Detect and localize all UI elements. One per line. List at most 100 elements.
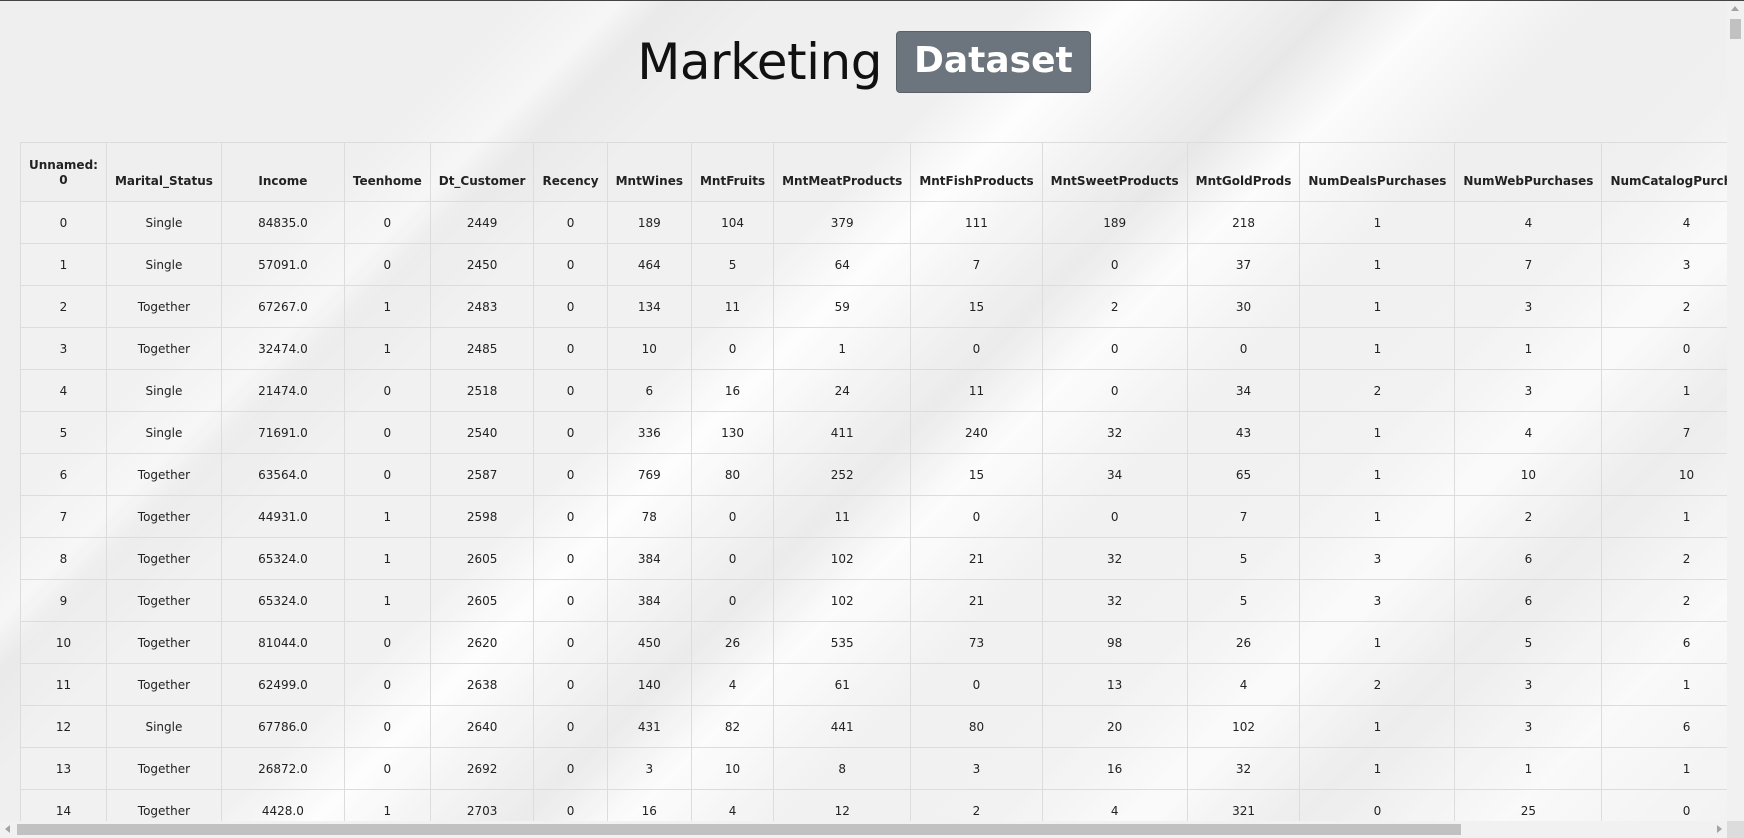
table-cell: 1 <box>343 579 431 622</box>
table-row: 11 Together 62499.0 0 2638 0 140 4 61 0 13 4 2 3 1 <box>20 663 1727 706</box>
table-cell: 12 <box>20 705 107 748</box>
chevron-right-icon[interactable] <box>1717 825 1722 833</box>
table-cell: 2 <box>1601 579 1727 622</box>
table-cell: 11 <box>690 285 775 328</box>
table-cell: 0 <box>533 663 608 706</box>
table-cell: 464 <box>606 243 692 286</box>
table-cell: 0 <box>533 327 608 370</box>
table-cell: Together <box>105 327 222 370</box>
table-cell: 104 <box>690 201 775 244</box>
table-cell: 0 <box>343 663 431 706</box>
table-cell: 3 <box>1454 285 1603 328</box>
table-cell: Together <box>105 537 222 580</box>
table-cell: 0 <box>533 453 608 496</box>
table-cell: 16 <box>1041 747 1188 790</box>
table-cell: 0 <box>1601 327 1727 370</box>
table-cell: 0 <box>1186 327 1301 370</box>
table-cell: 61 <box>773 663 912 706</box>
table-cell: 6 <box>1601 705 1727 748</box>
table-cell: 64 <box>773 243 912 286</box>
table-cell: 2 <box>910 789 1043 821</box>
table-cell: 411 <box>773 411 912 454</box>
table-cell: 3 <box>606 747 692 790</box>
table-cell: 0 <box>533 285 608 328</box>
table-cell: 2620 <box>429 621 535 664</box>
table-body: 0 Single 84835.0 0 2449 0 189 104 379 111 189 218 1 4… <box>20 201 1727 821</box>
table-cell: 102 <box>1186 705 1301 748</box>
table-cell: 7 <box>20 495 107 538</box>
table-cell: 4428.0 <box>220 789 345 821</box>
table-cell: 20 <box>1041 705 1188 748</box>
table-cell: 140 <box>606 663 692 706</box>
table-cell: 0 <box>533 621 608 664</box>
column-header: MntSweetProducts <box>1041 142 1188 202</box>
table-row: 14 Together 4428.0 1 2703 0 16 4 12 2 4 321 0 25 0 <box>20 789 1727 821</box>
table-header-row: Unnamed: 0 Marital_Status Income Teenhome Dt… <box>20 142 1727 202</box>
table-row: 7 Together 44931.0 1 2598 0 78 0 11 0 0 7 1 2 1 <box>20 495 1727 538</box>
table-cell: 32 <box>1041 537 1188 580</box>
table-cell: 6 <box>1454 579 1603 622</box>
table-cell: 2483 <box>429 285 535 328</box>
table-cell: 5 <box>1454 621 1603 664</box>
table-cell: 102 <box>773 537 912 580</box>
table-cell: 2518 <box>429 369 535 412</box>
column-header: Unnamed: 0 <box>20 142 107 202</box>
column-header: NumCatalogPurchases <box>1601 142 1727 202</box>
table-cell: 1 <box>1299 201 1456 244</box>
table-viewport[interactable]: Unnamed: 0 Marital_Status Income Teenhome Dt… <box>20 142 1727 821</box>
table-cell: 102 <box>773 579 912 622</box>
table-cell: 10 <box>1601 453 1727 496</box>
table-cell: 63564.0 <box>220 453 345 496</box>
table-cell: 81044.0 <box>220 621 345 664</box>
column-header: NumDealsPurchases <box>1299 142 1456 202</box>
table-cell: 1 <box>1299 411 1456 454</box>
table-cell: 37 <box>1186 243 1301 286</box>
table-cell: 7 <box>910 243 1043 286</box>
table-cell: 0 <box>690 579 775 622</box>
table-cell: 4 <box>1186 663 1301 706</box>
table-cell: 2450 <box>429 243 535 286</box>
table-cell: 15 <box>910 285 1043 328</box>
table-cell: 0 <box>1041 243 1188 286</box>
table-cell: 218 <box>1186 201 1301 244</box>
table-cell: 0 <box>533 789 608 821</box>
table-cell: 535 <box>773 621 912 664</box>
table-cell: 0 <box>20 201 107 244</box>
table-cell: 134 <box>606 285 692 328</box>
table-cell: 1 <box>343 495 431 538</box>
table-cell: 0 <box>533 411 608 454</box>
table-row: 1 Single 57091.0 0 2450 0 464 5 64 7 0 37 1 7 3 <box>20 243 1727 286</box>
table-cell: 12 <box>773 789 912 821</box>
table-cell: 1 <box>343 285 431 328</box>
table-cell: 43 <box>1186 411 1301 454</box>
vertical-scrollbar[interactable] <box>1727 2 1744 822</box>
table-cell: 0 <box>533 495 608 538</box>
chevron-up-icon[interactable] <box>1731 6 1739 11</box>
table-cell: 0 <box>1041 495 1188 538</box>
table-row: 6 Together 63564.0 0 2587 0 769 80 252 15 34 65 1 10 1… <box>20 453 1727 496</box>
table-cell: 1 <box>1454 747 1603 790</box>
table-row: 4 Single 21474.0 0 2518 0 6 16 24 11 0 34 2 3 1 <box>20 369 1727 412</box>
table-cell: 1 <box>773 327 912 370</box>
table-cell: 16 <box>690 369 775 412</box>
table-cell: 4 <box>690 789 775 821</box>
horizontal-scrollbar-thumb[interactable] <box>17 824 1461 835</box>
column-header: Income <box>220 142 345 202</box>
table-cell: 0 <box>690 495 775 538</box>
table-cell: 2449 <box>429 201 535 244</box>
vertical-scrollbar-thumb[interactable] <box>1730 19 1741 39</box>
table-cell: 21 <box>910 579 1043 622</box>
table-cell: 16 <box>606 789 692 821</box>
table-cell: 1 <box>1299 747 1456 790</box>
chevron-left-icon[interactable] <box>5 825 10 833</box>
table-cell: 65324.0 <box>220 537 345 580</box>
table-cell: 4 <box>1041 789 1188 821</box>
table-cell: 0 <box>910 495 1043 538</box>
scrollbar-corner <box>1727 821 1744 838</box>
table-cell: 13 <box>1041 663 1188 706</box>
table-cell: Single <box>105 411 222 454</box>
table-cell: 62499.0 <box>220 663 345 706</box>
table-cell: 0 <box>1601 789 1727 821</box>
horizontal-scrollbar[interactable] <box>0 821 1727 838</box>
table-cell: 2598 <box>429 495 535 538</box>
